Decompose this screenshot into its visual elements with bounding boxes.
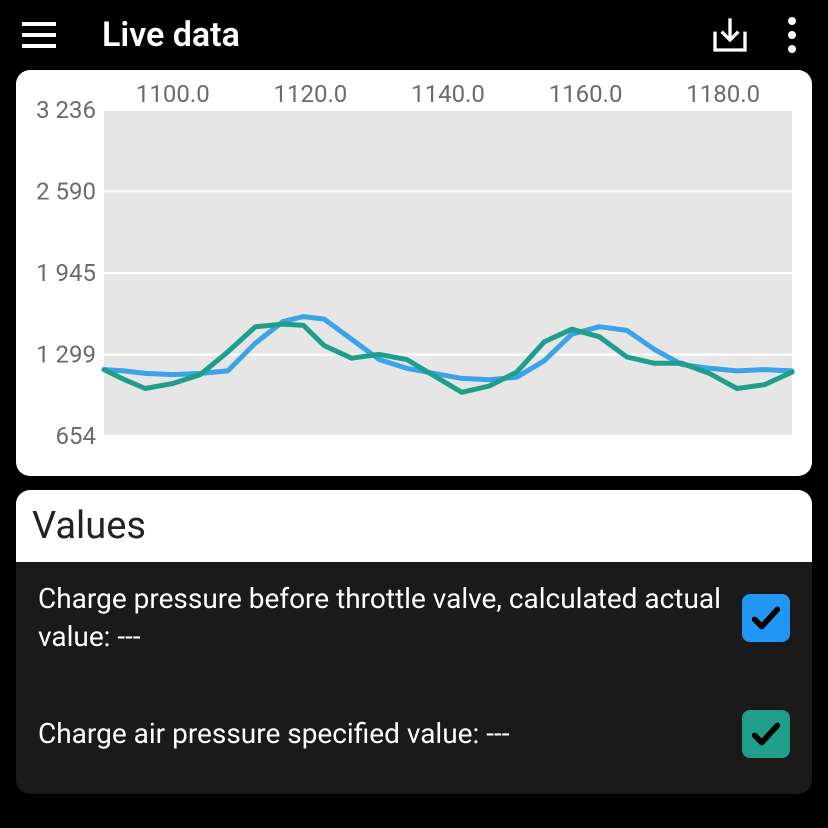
svg-text:3 236: 3 236	[36, 96, 96, 124]
value-label: Charge air pressure specified value: ---	[38, 715, 724, 753]
values-card: Values Charge pressure before throttle v…	[16, 490, 812, 794]
values-list: Charge pressure before throttle valve, c…	[16, 562, 812, 794]
value-label: Charge pressure before throttle valve, c…	[38, 580, 724, 656]
value-checkbox[interactable]	[742, 594, 790, 642]
top-bar: Live data	[0, 0, 828, 70]
svg-text:1100.0: 1100.0	[136, 80, 210, 108]
chart-canvas: 654 1 299 1 945 2 590 3 236 1100.0 1120.0 1140.…	[32, 80, 796, 450]
svg-text:1 945: 1 945	[36, 259, 96, 287]
svg-text:1180.0: 1180.0	[686, 80, 760, 108]
live-data-chart[interactable]: 654 1 299 1 945 2 590 3 236 1100.0 1120.0 1140.…	[16, 70, 812, 476]
svg-text:2 590: 2 590	[36, 178, 96, 206]
page-title: Live data	[102, 15, 710, 55]
values-header: Values	[16, 490, 812, 562]
svg-text:1120.0: 1120.0	[274, 80, 348, 108]
svg-text:654: 654	[56, 422, 96, 450]
menu-icon[interactable]	[22, 16, 60, 54]
value-row: Charge air pressure specified value: ---	[16, 692, 812, 794]
value-row: Charge pressure before throttle valve, c…	[16, 562, 812, 692]
svg-text:1 299: 1 299	[36, 341, 96, 369]
value-checkbox[interactable]	[742, 710, 790, 758]
svg-text:1160.0: 1160.0	[549, 80, 623, 108]
download-icon[interactable]	[710, 15, 750, 55]
svg-text:1140.0: 1140.0	[411, 80, 485, 108]
more-icon[interactable]	[778, 16, 806, 54]
